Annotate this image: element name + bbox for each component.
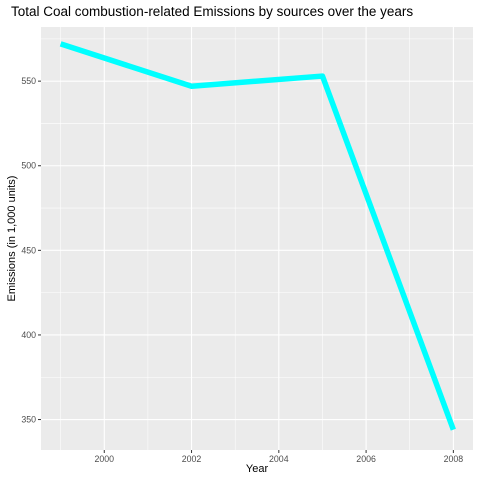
x-tick-label: 2002: [182, 454, 202, 464]
y-tick-label: 450: [21, 245, 36, 255]
x-tick-label: 2008: [444, 454, 464, 464]
x-tick-label: 2000: [94, 454, 114, 464]
x-tick-label: 2006: [356, 454, 376, 464]
y-tick-label: 500: [21, 161, 36, 171]
y-tick-label: 550: [21, 76, 36, 86]
y-tick-label: 350: [21, 415, 36, 425]
axes: 2000 2002 2004 2006 2008 350 400 450 500 550: [21, 76, 463, 464]
series-line: [59, 41, 456, 431]
plot-panel: [41, 27, 473, 450]
y-tick-label: 400: [21, 330, 36, 340]
x-axis-title: Year: [246, 463, 269, 475]
y-axis-title: Emissions (in 1,000 units): [6, 176, 18, 302]
chart-title: Total Coal combustion-related Emissions …: [11, 4, 414, 19]
x-tick-label: 2004: [269, 454, 289, 464]
series-layer: [59, 41, 456, 431]
major-gridlines: [41, 27, 473, 450]
